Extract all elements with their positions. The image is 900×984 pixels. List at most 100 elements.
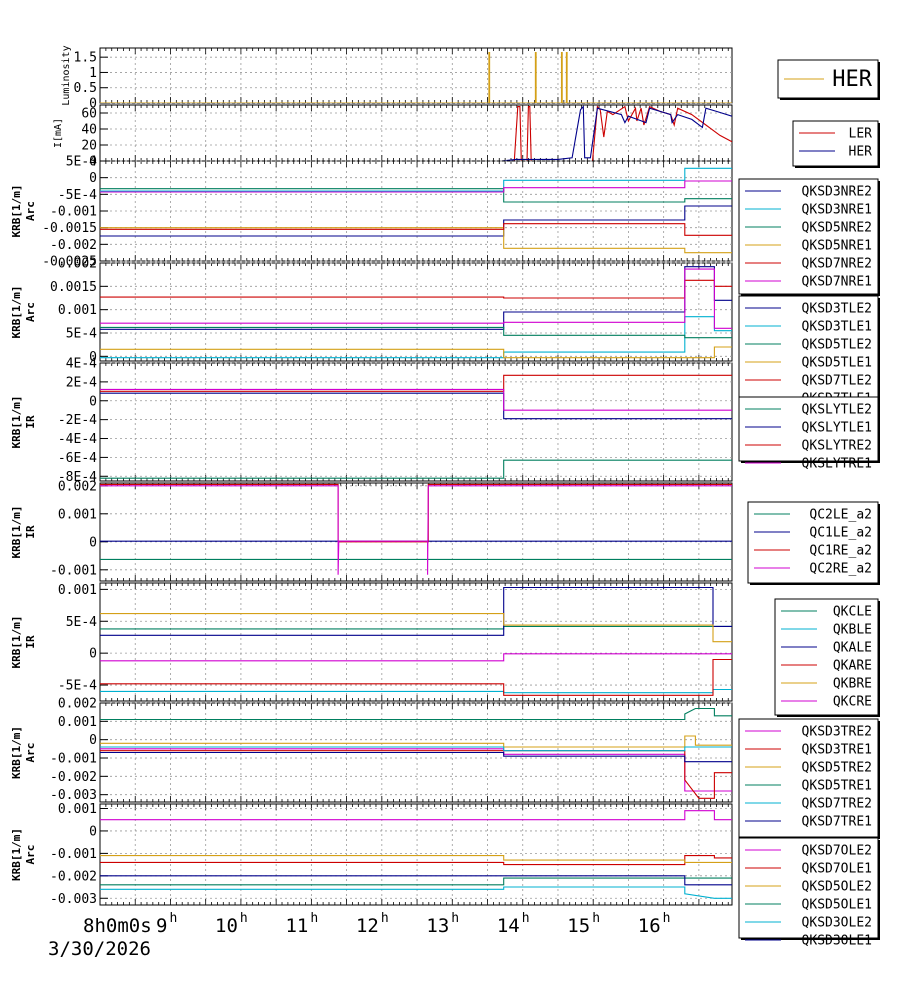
legend-label: QKSD3OLE2 [802,916,872,931]
series-line-qkcre [100,653,732,662]
legend-label: QKSD7TRE1 [802,815,872,830]
y-tick-label: 0 [89,155,97,170]
y-tick-label: 0 [89,733,97,748]
y-tick-label: 5E-4 [66,155,97,170]
series-line-qksd5nre1 [100,227,732,254]
legend-label: QKSD3OLE1 [802,934,872,949]
legend: QKSD3NRE2 QKSD3NRE1 QKSD5NRE2 QKSD5NRE1 QKSD… [738,178,880,296]
legend-label: QKARE [833,659,872,674]
series-line-her [100,105,732,161]
y-axis-label: KRB[1/m] [10,616,23,669]
y-tick-label: -5E-4 [58,188,97,203]
y-axis-label: KRB[1/m] [10,726,23,779]
y-tick-label: 0.002 [58,479,97,494]
legend-box [738,718,879,838]
legend-box [738,295,879,412]
y-axis-label: Luminosity [61,45,72,105]
y-tick-label: 0 [89,647,97,662]
y-axis-label-2: Arc [24,845,37,865]
series-line-qkslytle2 [100,459,732,479]
legend-label: QKSD7NRE2 [802,257,872,272]
legend-label: QKSD5NRE2 [802,221,872,236]
legend-box [792,120,879,167]
series-line-qkbre [100,613,732,643]
x-tick-label: 15 [567,915,590,937]
legend: QKCLE QKBLE QKALE QKARE QKBRE QKCRE [774,598,880,717]
plot-frame [99,362,733,482]
legend-label: QKCLE [833,605,872,620]
x-date-label: 3/30/2026 [48,938,151,960]
y-tick-label: 5E-4 [66,327,97,342]
legend-label: QKSD5OLE1 [802,898,872,913]
series-line-qkble [100,688,732,694]
legend-label: QKSD7TRE2 [802,797,872,812]
series-line-qksd7nre1 [100,180,732,193]
y-tick-label: 2E-4 [66,375,97,390]
y-axis-label: KRB[1/m] [10,286,23,339]
series-line-qc2re_a2 [100,485,732,575]
y-tick-label: -0.003 [50,892,97,907]
legend: QKSLYTLE2 QKSLYTLE1 QKSLYTRE2 QKSLYTRE1 [738,396,880,472]
legend-label: QKCRE [833,695,872,710]
legend-label: QKSD3TRE2 [802,725,872,740]
y-axis-label: KRB[1/m] [10,185,23,238]
y-tick-label: 0 [89,535,97,550]
x-tick-label: 11 [285,915,308,937]
y-tick-label: -6E-4 [58,451,97,466]
series-line-qksd3ole2 [100,886,732,899]
plot-frame [99,582,733,702]
legend-label: QKSLYTRE1 [802,457,872,472]
legend: QKSD3TLE2 QKSD3TLE1 QKSD5TLE2 QKSD5TLE1 QKSD… [738,295,880,413]
panel-ir1: 4E-4 2E-4 0 -2E-4 -4E-4 -6E-4 -8E-4 KRB[1/m] IR Q… [10,357,880,485]
y-tick-label: 60 [81,107,97,122]
y-tick-label: -0.001 [50,752,97,767]
series-line-qkslytre1 [100,388,732,411]
plot-frame [99,47,733,104]
y-axis-label: KRB[1/m] [10,396,23,449]
legend-label: QKSD5TLE2 [802,338,872,353]
legend-label: QKSD3NRE2 [802,185,872,200]
series-line-qkale [100,586,732,636]
series-line-qksd5tre2 [100,735,732,748]
x-tick-label: 16 [638,915,661,937]
legend-box [738,837,879,939]
series-line-qksd7tre1 [100,751,732,763]
legend-label: QKALE [833,641,872,656]
legend: LER HER [792,120,880,168]
legend-label: QC2LE_a2 [809,508,872,523]
y-tick-label: 1.5 [74,51,97,66]
y-tick-label: -0.002 [50,238,97,253]
y-tick-label: 0.0015 [50,280,97,295]
y-tick-label: 0.001 [58,802,97,817]
y-tick-label: -0.001 [50,205,97,220]
x-start-label: 8h0m0s [83,915,152,937]
legend-label: QC1LE_a2 [809,526,872,541]
series-line-qkare [100,658,732,696]
y-tick-label: 0 [89,350,97,365]
series-line-qc1re_a2 [100,483,732,543]
legend-label: QKSD7OLE2 [802,844,872,859]
panel-arc1: 5E-40 -5E-4 -0.001-0.0015 -0.002 -0.0025 KRB[… [10,155,880,296]
x-tick-label: 10 [215,915,238,937]
y-tick-label: 0 [89,824,97,839]
series-line-ler [100,105,732,161]
y-tick-label: 40 [81,123,97,138]
legend-label: QKSD7OLE1 [802,862,872,877]
y-tick-label: -0.002 [50,869,97,884]
y-tick-label: 0.001 [58,507,97,522]
legend-label: QKSD3NRE1 [802,203,872,218]
series-line-qksd5nre2 [100,188,732,203]
legend-label: QKSLYTLE1 [802,421,872,436]
legend-label: QKSLYTLE2 [802,403,872,418]
y-tick-label: -0.001 [50,563,97,578]
legend-box [747,501,879,584]
legend-box [738,396,879,462]
plot-frame [99,482,733,582]
y-tick-label: 0.002 [58,697,97,712]
legend: QKSD7OLE2 QKSD7OLE1 QKSD5OLE2 QKSD5OLE1 QKSD… [738,837,880,949]
y-tick-label: -8E-4 [58,470,97,485]
legend: QC2LE_a2 QC1LE_a2 QC1RE_a2 QC2RE_a2 [747,501,880,585]
y-tick-label: 0 [89,171,97,186]
